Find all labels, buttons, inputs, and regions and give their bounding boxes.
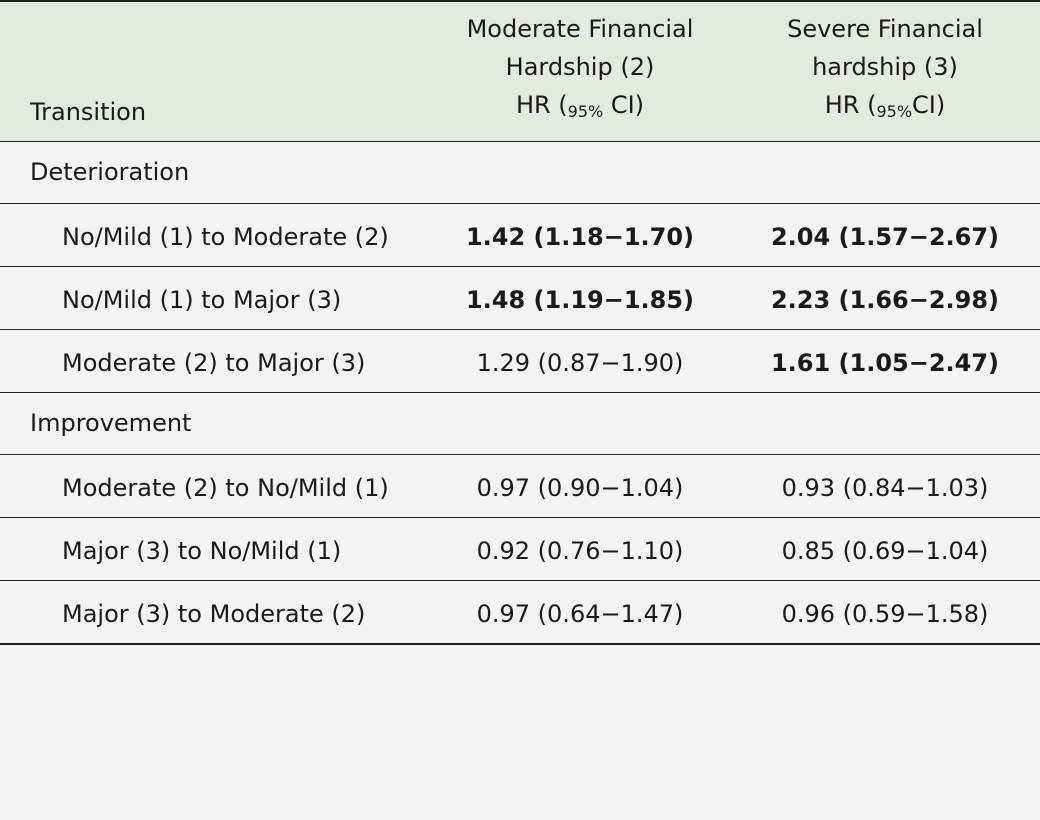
row-moderate-hr: 0.97 (0.64−1.47)	[476, 599, 684, 628]
row-moderate-hr: 0.97 (0.90−1.04)	[476, 473, 684, 502]
section-row-improvement: Improvement	[0, 392, 1040, 454]
table-row: Major (3) to Moderate (2) 0.97 (0.64−1.4…	[0, 580, 1040, 644]
row-moderate-hr: 1.48 (1.19−1.85)	[465, 285, 695, 314]
header-moderate-line1: Moderate Financial	[466, 14, 694, 43]
header-severe-line1: Severe Financial	[787, 14, 983, 43]
row-severe-hr: 0.93 (0.84−1.03)	[781, 473, 989, 502]
row-transition-label: Moderate (2) to No/Mild (1)	[62, 473, 389, 502]
row-transition-label: No/Mild (1) to Major (3)	[62, 285, 342, 314]
row-severe-hr: 0.96 (0.59−1.58)	[781, 599, 989, 628]
row-severe-hr: 2.23 (1.66−2.98)	[770, 285, 1000, 314]
row-transition-label: Major (3) to Moderate (2)	[62, 599, 366, 628]
header-moderate-ci-sub: 95%	[567, 101, 604, 121]
row-severe-hr: 2.04 (1.57−2.67)	[770, 222, 1000, 251]
row-severe-hr: 0.85 (0.69−1.04)	[781, 536, 989, 565]
header-moderate-line2: Hardship (2)	[505, 52, 655, 81]
header-row: Transition Moderate Financial Hardship (…	[0, 1, 1040, 141]
section-title: Deterioration	[30, 158, 190, 186]
table-row: Moderate (2) to No/Mild (1) 0.97 (0.90−1…	[0, 454, 1040, 517]
row-transition-label: Moderate (2) to Major (3)	[62, 348, 366, 377]
header-transition: Transition	[30, 97, 147, 126]
table-row: No/Mild (1) to Moderate (2) 1.42 (1.18−1…	[0, 203, 1040, 266]
row-moderate-hr: 0.92 (0.76−1.10)	[476, 536, 684, 565]
row-moderate-hr: 1.29 (0.87−1.90)	[476, 348, 684, 377]
row-moderate-hr: 1.42 (1.18−1.70)	[465, 222, 695, 251]
table-row: Moderate (2) to Major (3) 1.29 (0.87−1.9…	[0, 329, 1040, 392]
header-severe-hardship: Severe Financial hardship (3) HR (95%CI)	[730, 1, 1040, 141]
hazard-ratio-table: Transition Moderate Financial Hardship (…	[0, 1, 1040, 644]
header-severe-ci: CI)	[912, 90, 946, 119]
row-severe-hr: 1.61 (1.05−2.47)	[770, 348, 1000, 377]
table-header: Transition Moderate Financial Hardship (…	[0, 1, 1040, 141]
table-row: Major (3) to No/Mild (1) 0.92 (0.76−1.10…	[0, 517, 1040, 580]
header-severe-hr: HR (	[824, 90, 877, 119]
header-moderate-ci: CI)	[603, 90, 645, 119]
table-row: No/Mild (1) to Major (3) 1.48 (1.19−1.85…	[0, 266, 1040, 329]
header-moderate-hr: HR (	[515, 90, 568, 119]
header-severe-line2: hardship (3)	[812, 52, 958, 81]
table-body: Deterioration No/Mild (1) to Moderate (2…	[0, 141, 1040, 644]
row-transition-label: No/Mild (1) to Moderate (2)	[62, 222, 389, 251]
header-moderate-hardship: Moderate Financial Hardship (2) HR (95% …	[430, 1, 730, 141]
section-row-deterioration: Deterioration	[0, 141, 1040, 203]
row-transition-label: Major (3) to No/Mild (1)	[62, 536, 342, 565]
header-severe-ci-sub: 95%	[876, 101, 913, 121]
section-title: Improvement	[30, 409, 192, 437]
